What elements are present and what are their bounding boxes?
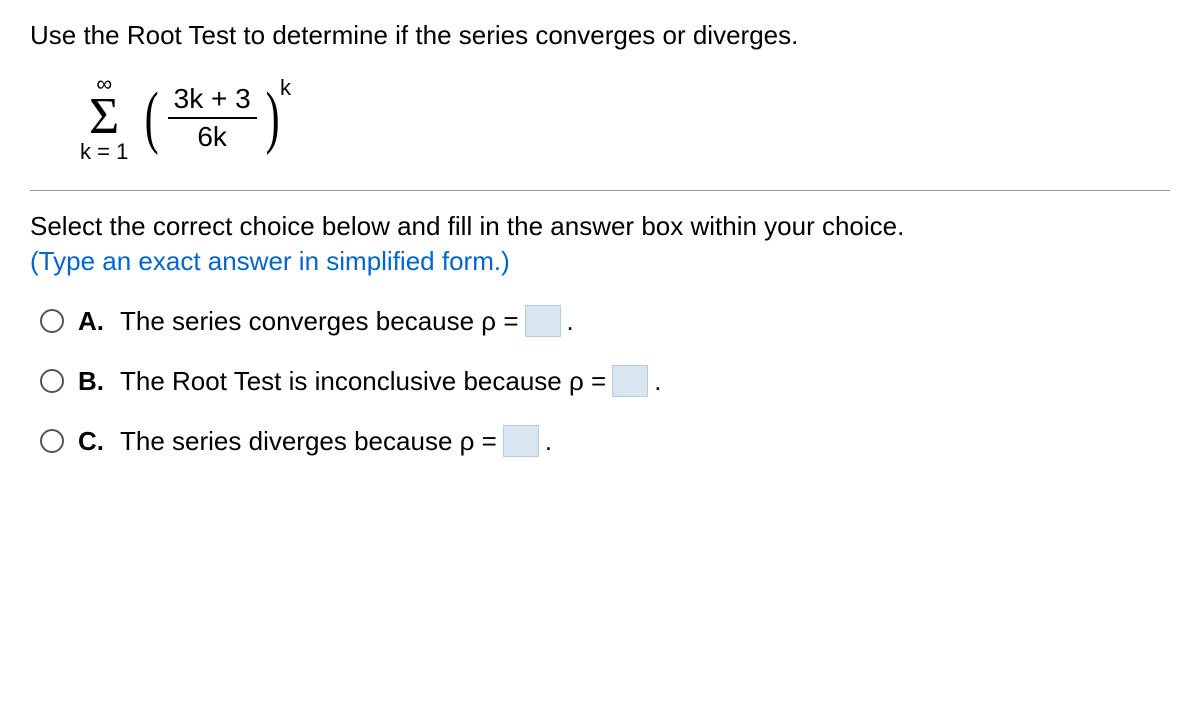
option-b-after: . <box>654 366 661 397</box>
option-c[interactable]: C. The series diverges because ρ = . <box>40 425 1170 457</box>
exponent: k <box>280 75 291 101</box>
option-c-text: The series diverges because ρ = . <box>120 425 552 457</box>
question-text: Use the Root Test to determine if the se… <box>30 20 1170 51</box>
options-group: A. The series converges because ρ = . B.… <box>40 305 1170 457</box>
left-paren: ( <box>145 90 159 146</box>
option-b[interactable]: B. The Root Test is inconclusive because… <box>40 365 1170 397</box>
option-a-before: The series converges because ρ = <box>120 306 519 337</box>
option-b-before: The Root Test is inconclusive because ρ … <box>120 366 606 397</box>
instruction-text: Select the correct choice below and fill… <box>30 211 1170 242</box>
answer-box-a[interactable] <box>525 305 561 337</box>
option-b-text: The Root Test is inconclusive because ρ … <box>120 365 661 397</box>
option-c-after: . <box>545 426 552 457</box>
option-b-label: B. <box>78 366 106 397</box>
option-a[interactable]: A. The series converges because ρ = . <box>40 305 1170 337</box>
section-divider <box>30 190 1170 191</box>
answer-box-c[interactable] <box>503 425 539 457</box>
fraction: 3k + 3 6k <box>168 83 257 153</box>
option-c-label: C. <box>78 426 106 457</box>
sigma-block: ∞ Σ k = 1 <box>80 71 128 165</box>
sigma-lower-limit: k = 1 <box>80 139 128 165</box>
fraction-denominator: 6k <box>191 119 233 153</box>
radio-c[interactable] <box>40 429 64 453</box>
radio-b[interactable] <box>40 369 64 393</box>
series-expression: ∞ Σ k = 1 ( 3k + 3 6k ) k <box>80 71 1170 165</box>
instruction-hint: (Type an exact answer in simplified form… <box>30 246 1170 277</box>
option-a-after: . <box>567 306 574 337</box>
parenthesized-term: ( 3k + 3 6k ) k <box>140 83 291 153</box>
fraction-numerator: 3k + 3 <box>168 83 257 117</box>
option-a-text: The series converges because ρ = . <box>120 305 574 337</box>
right-paren: ) <box>265 90 279 146</box>
radio-a[interactable] <box>40 309 64 333</box>
option-a-label: A. <box>78 306 106 337</box>
sigma-symbol: Σ <box>89 91 119 143</box>
option-c-before: The series diverges because ρ = <box>120 426 497 457</box>
answer-box-b[interactable] <box>612 365 648 397</box>
